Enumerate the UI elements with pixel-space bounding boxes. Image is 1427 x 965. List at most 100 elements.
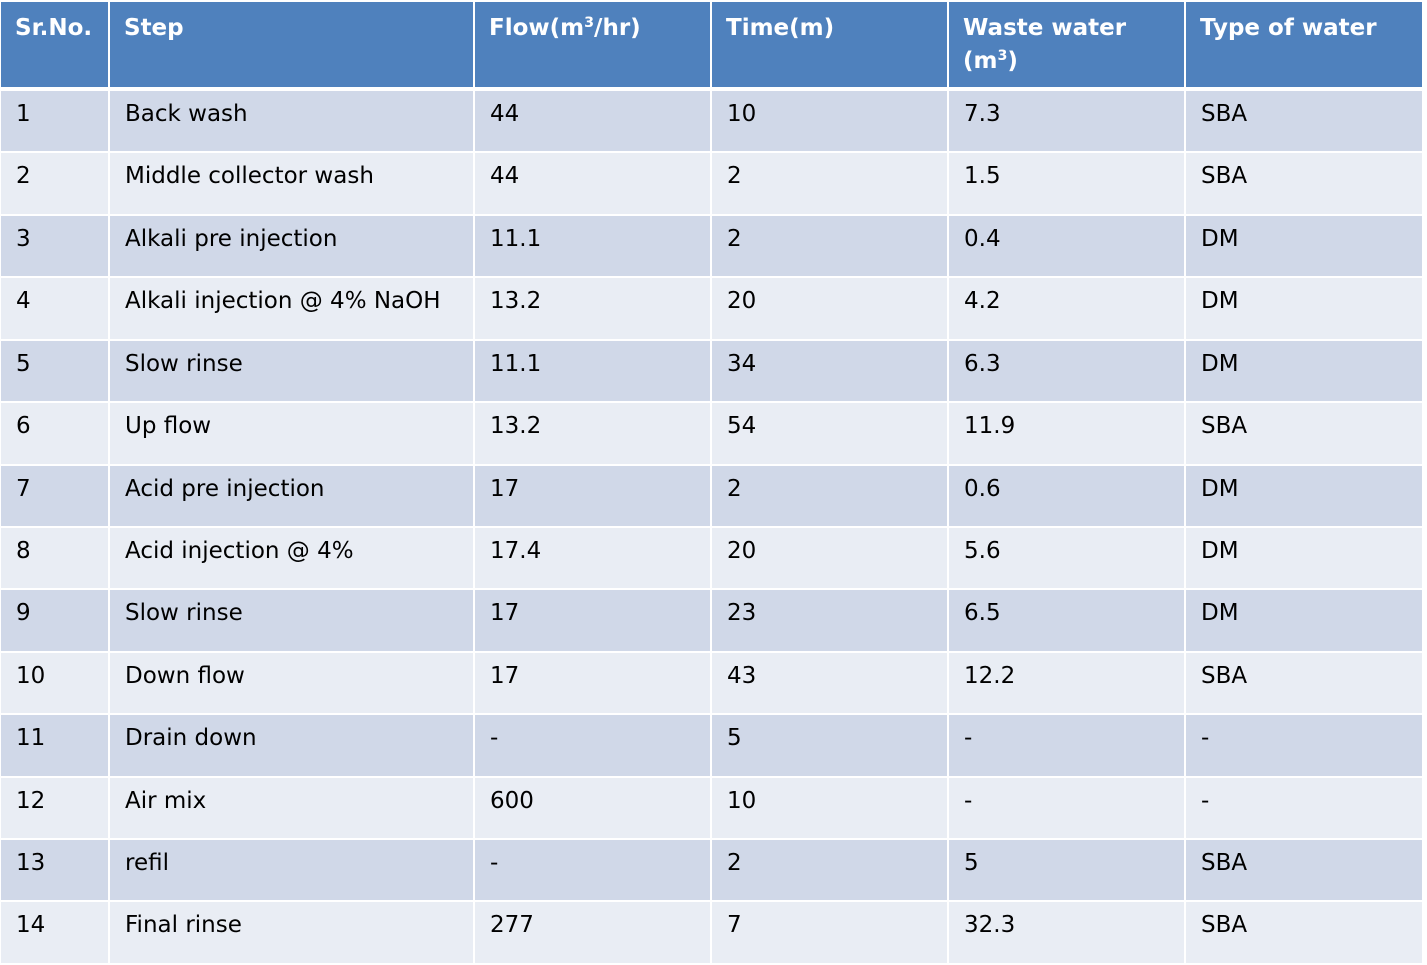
cell-time: 54 (710, 401, 949, 466)
cell-time: 20 (710, 276, 949, 341)
table-row: 5 Slow rinse 11.1 34 6.3 DM (1, 338, 1422, 404)
cell-sr-no: 10 (1, 650, 110, 716)
cell-waste-water: 7.3 (947, 87, 1186, 154)
cell-waste-water: - (947, 775, 1186, 841)
cell-flow: 11.1 (473, 213, 712, 279)
table-row: 14 Final rinse 277 7 32.3 SBA (1, 900, 1422, 963)
cell-flow: 13.2 (473, 401, 712, 466)
cell-sr-no: 4 (1, 276, 110, 341)
header-flow-sup: 3 (584, 15, 595, 32)
cell-step: Acid injection @ 4% (108, 525, 475, 591)
cell-type-of-water: SBA (1184, 401, 1422, 466)
table-row: 13 refil -2 5 SBA (1, 838, 1422, 903)
cell-flow: - (473, 838, 712, 903)
cell-waste-water: 32.3 (947, 900, 1186, 963)
cell-flow: 17 (473, 463, 712, 528)
cell-type-of-water: SBA (1184, 151, 1422, 216)
table-row: 6 Up flow 13.2 54 11.9 SBA (1, 401, 1422, 466)
cell-type-of-water: SBA (1184, 838, 1422, 903)
header-flow: Flow(m3/hr) (473, 2, 712, 91)
cell-step: refil (108, 838, 475, 903)
cell-waste-water: 0.4 (947, 213, 1186, 279)
table-row: 7 Acid pre injection 17 2 0.6 DM (1, 463, 1422, 528)
cell-waste-water: 1.5 (947, 151, 1186, 216)
cell-time: 34 (710, 338, 949, 404)
cell-type-of-water: DM (1184, 463, 1422, 528)
cell-sr-no: 2 (1, 151, 110, 216)
cell-waste-water: 6.5 (947, 588, 1186, 653)
cell-step: Slow rinse (108, 588, 475, 653)
table-row: 8 Acid injection @ 4% 17.4 20 5.6 DM (1, 525, 1422, 591)
table-row: 12 Air mix 600 10- - (1, 775, 1422, 841)
cell-waste-water: 12.2 (947, 650, 1186, 716)
cell-sr-no: 5 (1, 338, 110, 404)
cell-type-of-water: DM (1184, 525, 1422, 591)
cell-flow: 17.4 (473, 525, 712, 591)
table-row: 4 Alkali injection @ 4% NaOH 13.2 20 4.2 DM (1, 276, 1422, 341)
cell-sr-no: 8 (1, 525, 110, 591)
cell-step: Drain down (108, 713, 475, 778)
cell-time: 20 (710, 525, 949, 591)
cell-time: 7 (710, 900, 949, 963)
cell-flow: 11.1 (473, 338, 712, 404)
table-row: 11 Drain down -5- - (1, 713, 1422, 778)
cell-waste-water: 4.2 (947, 276, 1186, 341)
table-row: 1 Back wash 44 10 7.3 SBA (1, 87, 1422, 154)
cell-step: Alkali pre injection (108, 213, 475, 279)
header-type-of-water: Type of water (1184, 2, 1422, 91)
table-row: 10 Down flow 17 43 12.2 SBA (1, 650, 1422, 716)
cell-flow: - (473, 713, 712, 778)
table-row: 3 Alkali pre injection 11.1 2 0.4 DM (1, 213, 1422, 279)
header-waste-sup: 3 (997, 48, 1008, 65)
cell-type-of-water: DM (1184, 588, 1422, 653)
cell-type-of-water: - (1184, 775, 1422, 841)
cell-step: Final rinse (108, 900, 475, 963)
cell-step: Slow rinse (108, 338, 475, 404)
cell-waste-water: 11.9 (947, 401, 1186, 466)
header-step: Step (108, 2, 475, 91)
cell-sr-no: 7 (1, 463, 110, 528)
cell-type-of-water: SBA (1184, 900, 1422, 963)
cell-step: Up flow (108, 401, 475, 466)
cell-step: Alkali injection @ 4% NaOH (108, 276, 475, 341)
cell-flow: 17 (473, 650, 712, 716)
cell-sr-no: 6 (1, 401, 110, 466)
table-header-row: Sr.No. Step Flow(m3/hr) Time(m) Waste wa… (1, 2, 1422, 91)
header-waste-post: ) (1007, 48, 1018, 75)
cell-sr-no: 1 (1, 87, 110, 154)
cell-waste-water: 5.6 (947, 525, 1186, 591)
cell-waste-water: 5 (947, 838, 1186, 903)
cell-time: 10 (710, 87, 949, 154)
header-time: Time(m) (710, 2, 949, 91)
table-row: 2 Middle collector wash 44 2 1.5 SBA (1, 151, 1422, 216)
cell-sr-no: 11 (1, 713, 110, 778)
cell-waste-water: 0.6 (947, 463, 1186, 528)
cell-flow: 17 (473, 588, 712, 653)
cell-time: 43 (710, 650, 949, 716)
cell-time: 10 (710, 775, 949, 841)
cell-step: Acid pre injection (108, 463, 475, 528)
cell-flow: 44 (473, 87, 712, 154)
table-body: 1 Back wash 44 10 7.3 SBA 2 Middle collector wa… (1, 87, 1422, 963)
cell-sr-no: 13 (1, 838, 110, 903)
cell-time: 2 (710, 151, 949, 216)
cell-step: Back wash (108, 87, 475, 154)
cell-time: 2 (710, 213, 949, 279)
cell-sr-no: 9 (1, 588, 110, 653)
cell-type-of-water: DM (1184, 276, 1422, 341)
header-flow-post: /hr) (594, 15, 641, 41)
cell-waste-water: 6.3 (947, 338, 1186, 404)
cell-type-of-water: DM (1184, 338, 1422, 404)
header-waste-pre: Waste water (m (963, 15, 1127, 75)
cell-type-of-water: SBA (1184, 87, 1422, 154)
cell-step: Air mix (108, 775, 475, 841)
cell-time: 2 (710, 838, 949, 903)
cell-type-of-water: SBA (1184, 650, 1422, 716)
cell-step: Down flow (108, 650, 475, 716)
table-row: 9 Slow rinse 17 23 6.5 DM (1, 588, 1422, 653)
cell-sr-no: 12 (1, 775, 110, 841)
cell-time: 5 (710, 713, 949, 778)
cell-sr-no: 3 (1, 213, 110, 279)
cell-sr-no: 14 (1, 900, 110, 963)
